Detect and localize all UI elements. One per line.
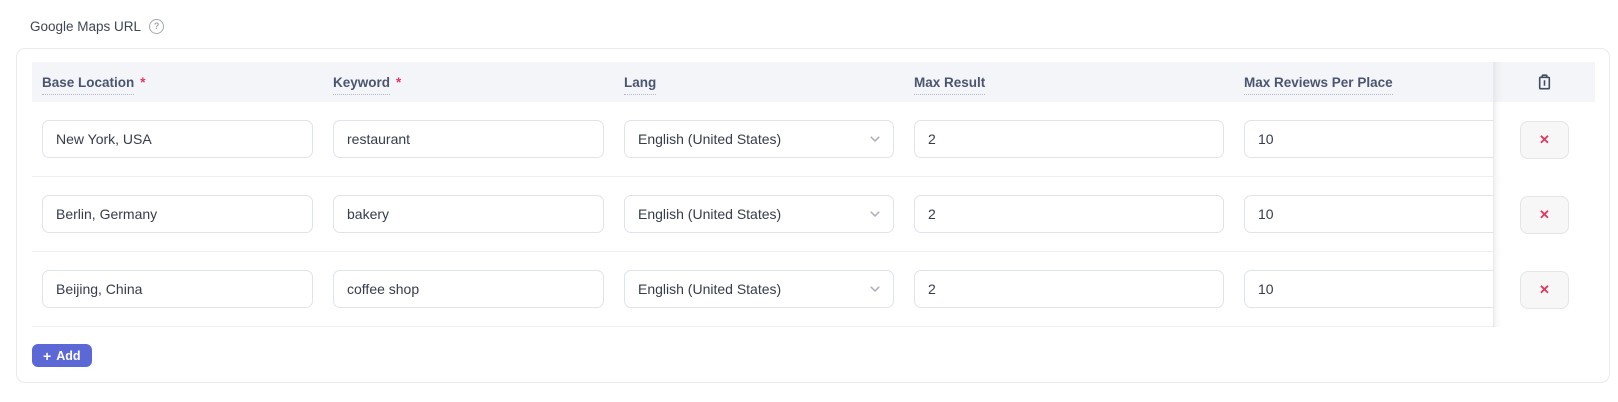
trash-icon — [1537, 74, 1552, 90]
required-asterisk: * — [396, 74, 402, 90]
column-header-keyword: Keyword * — [323, 62, 614, 102]
max-result-input[interactable] — [914, 270, 1224, 308]
column-header-base-location: Base Location * — [32, 62, 323, 102]
plus-icon: + — [43, 347, 52, 364]
table-scroll-area[interactable]: Base Location * Keyword * Lang Max Result — [32, 62, 1595, 327]
keyword-input[interactable] — [333, 195, 604, 233]
field-label: Google Maps URL — [30, 19, 142, 34]
max-reviews-per-place-input[interactable] — [1244, 195, 1524, 233]
column-header-actions — [1493, 62, 1595, 102]
add-row-button[interactable]: + Add — [32, 344, 92, 367]
lang-select[interactable]: English (United States) — [624, 195, 894, 233]
base-location-input[interactable] — [42, 195, 313, 233]
page: Google Maps URL ? Base Location * Keyword… — [16, 18, 1618, 383]
delete-row-button[interactable]: ✕ — [1520, 195, 1569, 234]
help-icon[interactable]: ? — [149, 19, 165, 34]
keyword-input[interactable] — [333, 120, 604, 158]
base-location-input[interactable] — [42, 270, 313, 308]
column-header-lang: Lang — [614, 62, 904, 102]
delete-row-button[interactable]: ✕ — [1520, 120, 1569, 159]
x-icon: ✕ — [1539, 207, 1550, 222]
table-row: English (United States) ✕ — [32, 177, 1595, 252]
max-result-input[interactable] — [914, 120, 1224, 158]
lang-select-value: English (United States) — [638, 131, 782, 147]
table-row: English (United States) ✕ — [32, 102, 1595, 177]
google-maps-url-table: Base Location * Keyword * Lang Max Result — [32, 62, 1595, 327]
base-location-input[interactable] — [42, 120, 313, 158]
column-header-max-result: Max Result — [904, 62, 1234, 102]
column-header-max-reviews-per-place: Max Reviews Per Place — [1234, 62, 1534, 102]
delete-row-button[interactable]: ✕ — [1520, 270, 1569, 309]
chevron-down-icon — [868, 207, 882, 221]
lang-select[interactable]: English (United States) — [624, 270, 894, 308]
chevron-down-icon — [868, 132, 882, 146]
max-reviews-per-place-input[interactable] — [1244, 270, 1524, 308]
lang-select[interactable]: English (United States) — [624, 120, 894, 158]
lang-select-value: English (United States) — [638, 281, 782, 297]
max-result-input[interactable] — [914, 195, 1224, 233]
max-reviews-per-place-input[interactable] — [1244, 120, 1524, 158]
required-asterisk: * — [140, 74, 146, 90]
add-button-label: Add — [56, 348, 81, 363]
lang-select-value: English (United States) — [638, 206, 782, 222]
x-icon: ✕ — [1539, 132, 1550, 147]
table-row: English (United States) ✕ — [32, 252, 1595, 327]
field-heading: Google Maps URL ? — [30, 18, 1618, 35]
table-footer: + Add — [32, 327, 1594, 387]
header-row: Base Location * Keyword * Lang Max Result — [32, 62, 1595, 102]
chevron-down-icon — [868, 282, 882, 296]
keyword-input[interactable] — [333, 270, 604, 308]
x-icon: ✕ — [1539, 282, 1550, 297]
google-maps-url-card: Base Location * Keyword * Lang Max Result — [16, 48, 1610, 383]
